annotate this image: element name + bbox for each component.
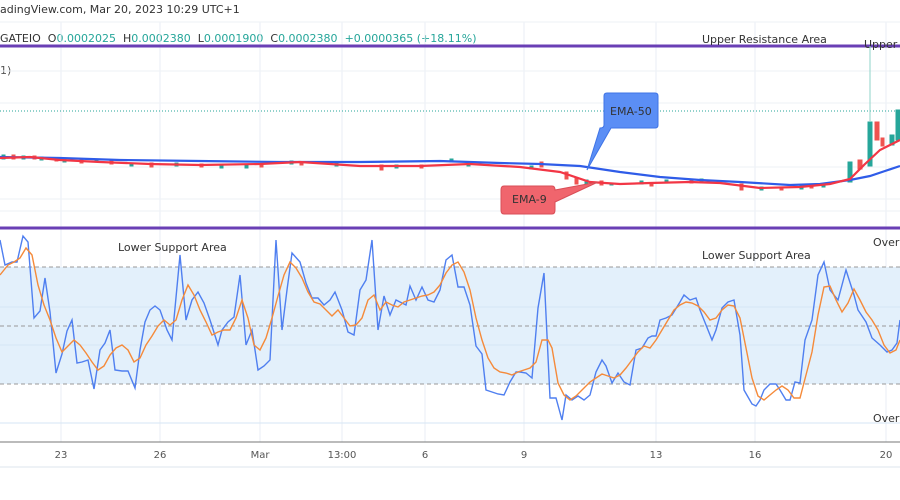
high-value: 0.0002380 — [131, 32, 191, 45]
oversold-label: Over — [873, 412, 900, 425]
price-horizontal-gridlines — [0, 21, 900, 212]
x-tick: 16 — [749, 450, 762, 461]
x-tick: 20 — [880, 450, 893, 461]
ema50-line — [0, 155, 900, 187]
stoch-k-line — [0, 234, 900, 421]
overbought-label: Over — [873, 236, 900, 249]
ema9-callout: EMA-9 — [500, 181, 599, 215]
stoch-d-line — [0, 246, 900, 401]
ema50-callout: EMA-50 — [586, 92, 659, 171]
x-tick: 13 — [650, 450, 663, 461]
ema9-callout-label: EMA-9 — [512, 193, 547, 206]
exchange-label: GATEIO — [0, 32, 41, 45]
x-tick: 26 — [154, 450, 167, 461]
ohlc-legend: GATEIO O0.0002025 H0.0002380 L0.0001900 … — [0, 32, 477, 45]
upper-resistance-label: Upper Resistance Area — [702, 33, 827, 46]
change-value: +0.0000365 (+18.11%) — [344, 32, 477, 45]
low-value: 0.0001900 — [203, 32, 264, 45]
x-tick: 13:00 — [328, 450, 357, 461]
x-tick: 23 — [55, 450, 68, 461]
lower-support-label-right: Lower Support Area — [702, 249, 811, 262]
upper-label-right: Upper — [864, 38, 898, 51]
candlesticks — [1, 46, 900, 191]
chart-source-header: adingView.com, Mar 20, 2023 10:29 UTC+1 — [0, 3, 240, 16]
x-axis-ticks: 23 26 Mar 13:00 6 9 13 16 20 — [55, 450, 893, 461]
open-value: 0.0002025 — [56, 32, 116, 45]
ema9-line — [0, 139, 900, 190]
lower-support-label-left: Lower Support Area — [118, 241, 227, 254]
close-value: 0.0002380 — [278, 32, 338, 45]
x-tick: 9 — [521, 450, 527, 461]
ema50-callout-label: EMA-50 — [610, 105, 652, 118]
x-tick: 6 — [422, 450, 428, 461]
x-tick: Mar — [251, 450, 271, 461]
